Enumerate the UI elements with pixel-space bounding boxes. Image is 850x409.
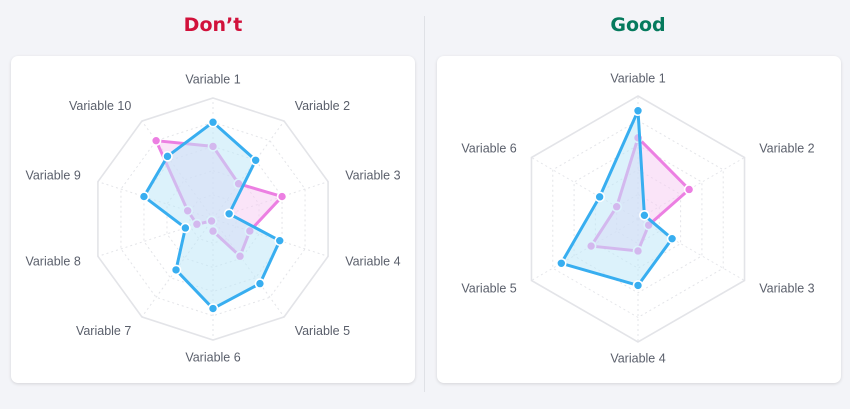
category-label: Variable 7 xyxy=(76,324,131,338)
data-point xyxy=(683,184,695,195)
category-label: Variable 1 xyxy=(610,71,665,85)
category-label: Variable 2 xyxy=(759,141,814,155)
category-label: Variable 10 xyxy=(69,99,131,113)
data-point xyxy=(250,154,261,166)
category-label: Variable 6 xyxy=(461,141,516,155)
category-label: Variable 4 xyxy=(610,351,665,365)
data-point xyxy=(138,191,150,202)
data-point xyxy=(180,222,191,234)
category-label: Variable 5 xyxy=(295,324,350,338)
category-label: Variable 9 xyxy=(25,168,80,182)
data-point xyxy=(207,303,219,314)
data-point xyxy=(170,264,182,276)
data-point xyxy=(207,116,219,128)
grid-ring xyxy=(530,95,746,343)
category-label: Variable 1 xyxy=(185,72,240,86)
data-point xyxy=(274,235,286,246)
category-label: Variable 2 xyxy=(295,99,350,113)
grid-ring xyxy=(573,144,703,294)
data-point xyxy=(639,210,650,221)
data-point xyxy=(594,191,605,203)
data-point xyxy=(632,280,644,291)
data-point xyxy=(276,191,288,202)
column-divider xyxy=(424,16,425,392)
category-label: Variable 4 xyxy=(345,254,400,268)
grid-ring xyxy=(552,120,724,318)
good-chart-card: Variable 1 Variable 2 Variable 3 Variable 4… xyxy=(437,56,841,383)
data-point xyxy=(666,233,678,244)
data-point xyxy=(254,278,266,289)
good-heading: Good xyxy=(610,14,666,36)
category-label: Variable 6 xyxy=(185,350,240,364)
data-point xyxy=(150,135,162,146)
dont-heading: Don’t xyxy=(183,14,243,36)
category-label: Variable 3 xyxy=(345,168,400,182)
data-point xyxy=(223,208,235,220)
category-label: Variable 5 xyxy=(461,281,516,295)
data-point xyxy=(556,257,567,269)
good-radar-chart: Variable 1 Variable 2 Variable 3 Variable 4… xyxy=(461,71,814,365)
dont-chart-card: Variable 1 Variable 2 Variable 3 Variable 4… xyxy=(11,56,415,383)
category-label: Variable 8 xyxy=(25,254,80,268)
dont-radar-chart: Variable 1 Variable 2 Variable 3 Variable 4… xyxy=(25,72,400,364)
category-label: Variable 3 xyxy=(759,281,814,295)
data-point xyxy=(632,105,644,117)
data-point xyxy=(162,151,173,162)
